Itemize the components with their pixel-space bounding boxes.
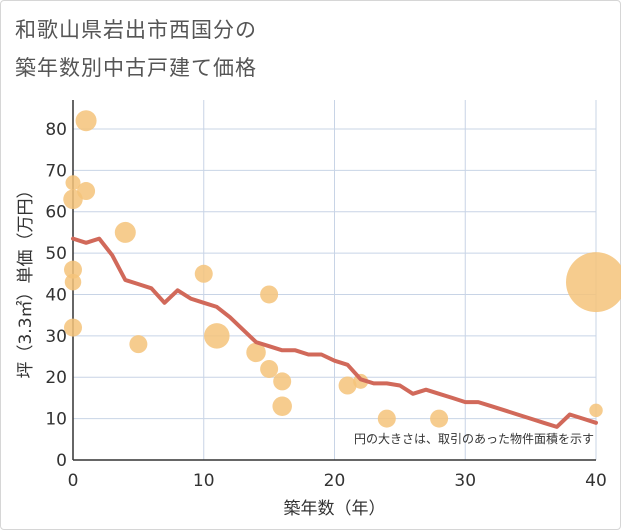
- data-bubble: [194, 264, 213, 283]
- data-bubble: [246, 342, 266, 363]
- data-bubble: [204, 323, 230, 349]
- y-axis-title: 坪（3.3㎡）単価（万円）: [16, 181, 36, 378]
- x-tick-label: 0: [68, 471, 79, 491]
- y-tick-label: 60: [45, 203, 67, 223]
- y-tick-label: 20: [45, 368, 67, 388]
- data-bubble: [566, 252, 621, 313]
- x-tick-label: 10: [193, 471, 215, 491]
- data-bubble: [377, 409, 396, 428]
- data-bubble: [589, 403, 603, 418]
- data-bubble: [64, 273, 82, 291]
- data-bubble: [64, 318, 82, 337]
- data-bubble: [77, 182, 96, 201]
- y-tick-label: 70: [45, 161, 67, 181]
- data-bubble: [260, 359, 279, 378]
- x-tick-label: 40: [585, 471, 607, 491]
- data-bubble: [273, 372, 292, 391]
- x-tick-label: 30: [454, 471, 476, 491]
- y-tick-label: 0: [56, 451, 67, 471]
- data-bubble: [65, 175, 81, 191]
- y-tick-label: 50: [45, 244, 67, 264]
- data-bubble: [430, 409, 449, 428]
- y-tick-label: 80: [45, 120, 67, 140]
- chart-title: 和歌山県岩出市西国分の 築年数別中古戸建て価格: [15, 11, 257, 87]
- y-tick-label: 30: [45, 327, 67, 347]
- data-bubble: [64, 260, 82, 279]
- x-tick-label: 20: [324, 471, 346, 491]
- data-bubble: [338, 376, 357, 395]
- bubble-size-note: 円の大きさは、取引のあった物件面積を示す: [354, 431, 594, 446]
- chart-title-line-1: 和歌山県岩出市西国分の: [15, 18, 257, 42]
- x-axis-title: 築年数（年）: [284, 499, 386, 519]
- data-bubble: [75, 110, 97, 132]
- data-bubble: [114, 221, 136, 243]
- data-bubble: [260, 285, 279, 304]
- y-tick-label: 40: [45, 285, 67, 305]
- y-tick-label: 10: [45, 410, 67, 430]
- average-price-line: [71, 236, 598, 429]
- chart-title-line-2: 築年数別中古戸建て価格: [15, 56, 257, 80]
- data-bubble: [272, 396, 292, 416]
- data-bubble: [129, 335, 148, 354]
